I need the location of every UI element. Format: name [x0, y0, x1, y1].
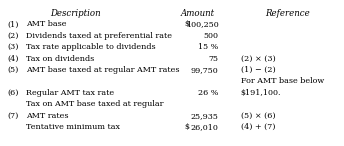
- Text: (2) × (3): (2) × (3): [241, 55, 276, 63]
- Text: Regular AMT tax rate: Regular AMT tax rate: [26, 89, 114, 97]
- Text: Tax rate applicable to dividends: Tax rate applicable to dividends: [26, 43, 155, 51]
- Text: 75: 75: [208, 55, 218, 63]
- Text: $: $: [184, 123, 189, 131]
- Text: Reference: Reference: [265, 8, 310, 18]
- Text: Description: Description: [50, 8, 101, 18]
- Text: 15 %: 15 %: [198, 43, 218, 51]
- Text: Tax on AMT base taxed at regular: Tax on AMT base taxed at regular: [26, 100, 163, 108]
- Text: (6): (6): [7, 89, 18, 97]
- Text: (3): (3): [7, 43, 18, 51]
- Text: (5): (5): [7, 66, 18, 74]
- Text: AMT base taxed at regular AMT rates: AMT base taxed at regular AMT rates: [26, 66, 179, 74]
- Text: $: $: [184, 20, 189, 28]
- Text: 100,250: 100,250: [186, 20, 218, 28]
- Text: (7): (7): [7, 112, 18, 120]
- Text: (4): (4): [7, 55, 18, 63]
- Text: AMT base: AMT base: [26, 20, 66, 28]
- Text: Amount: Amount: [181, 8, 215, 18]
- Text: Dividends taxed at preferential rate: Dividends taxed at preferential rate: [26, 32, 172, 40]
- Text: 26,010: 26,010: [191, 123, 218, 131]
- Text: For AMT base below: For AMT base below: [241, 78, 324, 86]
- Text: Tentative minimum tax: Tentative minimum tax: [26, 123, 120, 131]
- Text: (2): (2): [7, 32, 18, 40]
- Text: (5) × (6): (5) × (6): [241, 112, 276, 120]
- Text: (1) − (2): (1) − (2): [241, 66, 276, 74]
- Text: 500: 500: [203, 32, 218, 40]
- Text: 26 %: 26 %: [198, 89, 218, 97]
- Text: 25,935: 25,935: [191, 112, 218, 120]
- Text: AMT rates: AMT rates: [26, 112, 68, 120]
- Text: (4) + (7): (4) + (7): [241, 123, 275, 131]
- Text: $191,100.: $191,100.: [241, 89, 281, 97]
- Text: (1): (1): [7, 20, 18, 28]
- Text: Tax on dividends: Tax on dividends: [26, 55, 94, 63]
- Text: 99,750: 99,750: [191, 66, 218, 74]
